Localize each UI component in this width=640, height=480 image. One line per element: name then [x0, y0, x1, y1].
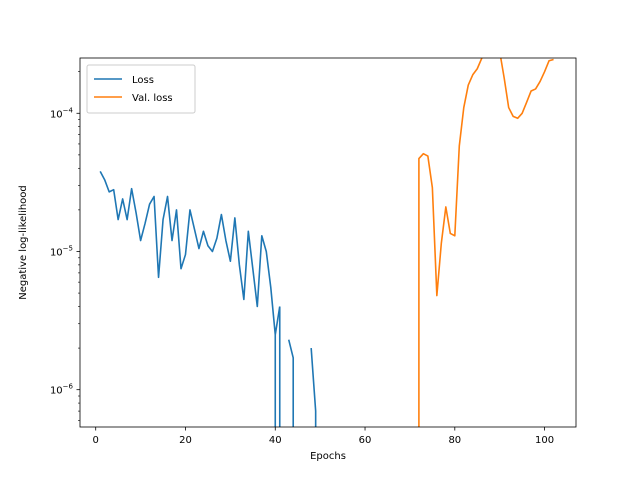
- legend-label: Val. loss: [132, 93, 173, 104]
- series-line: [418, 58, 554, 427]
- axes-frame: [79, 57, 577, 428]
- series-line: [287, 339, 295, 427]
- x-tick-label: 0: [93, 435, 99, 446]
- x-axis-label: Epochs: [310, 451, 346, 462]
- x-tick-label: 40: [269, 435, 282, 446]
- x-axis: 0 20 40 60 80 100: [93, 427, 554, 446]
- x-tick-label: 60: [359, 435, 372, 446]
- x-tick-label: 80: [448, 435, 461, 446]
- series-layer: [99, 58, 554, 427]
- y-axis: 10−6 10−5 10−4: [50, 71, 80, 421]
- x-tick-label: 100: [535, 435, 554, 446]
- series-line: [310, 348, 317, 427]
- series-line: [99, 170, 281, 336]
- y-tick-label: 10−6: [50, 383, 74, 397]
- y-tick-label: 10−5: [50, 244, 73, 258]
- legend-box: [86, 64, 196, 114]
- y-tick-label: 10−4: [50, 106, 74, 120]
- y-axis-label: Negative log-likelihood: [18, 185, 29, 300]
- legend: Loss Val. loss: [86, 64, 196, 114]
- x-tick-label: 20: [179, 435, 192, 446]
- legend-label: Loss: [132, 75, 154, 86]
